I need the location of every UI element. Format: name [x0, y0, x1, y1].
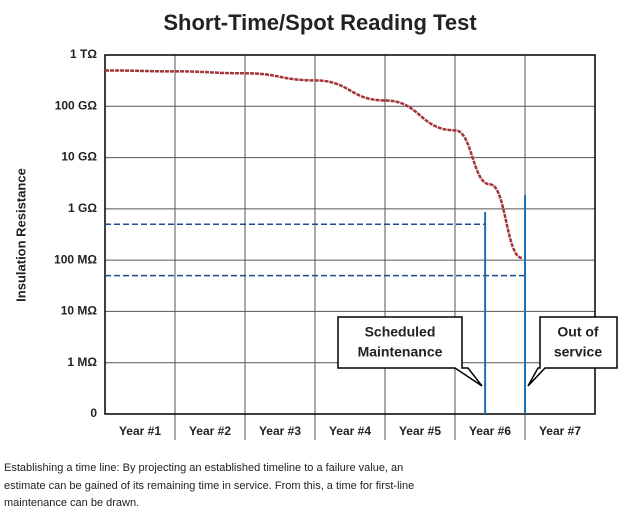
y-tick-label: 10 MΩ	[61, 304, 98, 318]
callout-text: Maintenance	[358, 344, 443, 360]
x-tick-label: Year #3	[259, 424, 301, 438]
y-tick-label: 0	[90, 406, 97, 420]
x-tick-label: Year #4	[329, 424, 371, 438]
callout-box	[337, 316, 483, 387]
callout-text: Out of	[557, 324, 599, 340]
x-tick-label: Year #1	[119, 424, 161, 438]
callout-text: Scheduled	[365, 324, 436, 340]
x-tick-label: Year #5	[399, 424, 441, 438]
y-tick-label: 100 MΩ	[54, 252, 97, 266]
caption: maintenance can be drawn.	[4, 497, 139, 509]
caption: estimate can be gained of its remaining …	[4, 480, 414, 492]
chart-title: Short-Time/Spot Reading Test	[163, 10, 477, 35]
x-tick-label: Year #2	[189, 424, 231, 438]
plot-frame	[104, 54, 596, 415]
x-tick-label: Year #7	[539, 424, 581, 438]
y-tick-label: 1 TΩ	[70, 47, 97, 61]
x-tick-label: Year #6	[469, 424, 511, 438]
callouts: Scheduled Maintenance Out of service	[337, 316, 618, 387]
y-tick-label: 1 MΩ	[67, 355, 97, 369]
callout-text: service	[554, 344, 602, 360]
callout-box	[527, 316, 618, 387]
data-line	[104, 69, 523, 260]
caption: Establishing a time line: By projecting …	[4, 462, 403, 474]
y-tick-label: 100 GΩ	[55, 98, 98, 112]
y-tick-label: 10 GΩ	[61, 150, 97, 164]
y-tick-label: 1 GΩ	[68, 201, 97, 215]
y-axis-label: Insulation Resistance	[13, 168, 28, 302]
